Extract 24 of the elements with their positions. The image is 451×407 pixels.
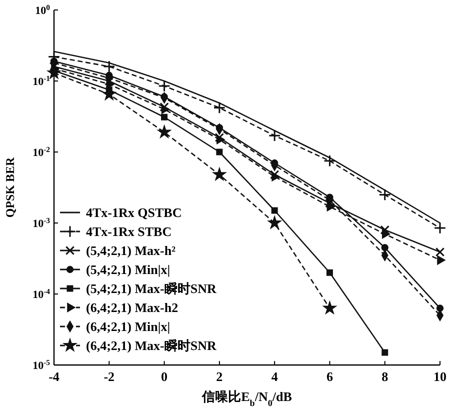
- legend-label: (6,4;2,1) Min|x|: [86, 319, 170, 334]
- y-tick-label: 10$^{-2}$: [32, 144, 50, 159]
- y-tick-label: 10$^{-5}$: [32, 358, 50, 372]
- y-tick-label: 10$^{-1}$: [32, 74, 50, 88]
- legend-label: 4Tx-1Rx QSTBC: [86, 205, 182, 220]
- y-axis-title: QPSK BER: [3, 157, 17, 218]
- y-tick-label: 10$^{-4}$: [32, 286, 50, 301]
- x-tick-label: -4: [48, 369, 60, 384]
- x-tick-label: 10: [434, 369, 446, 384]
- x-tick-label: 2: [216, 369, 223, 384]
- legend-label: (5,4;2,1) Min|x|: [86, 262, 170, 277]
- legend-label: (5,4;2,1) Max-h²: [86, 243, 176, 258]
- x-axis-title: 信噪比E$_{b}$/N$_{0}$/dB: [201, 389, 292, 407]
- x-tick-label: 0: [161, 369, 168, 384]
- legend-label: (6,4;2,1) Max-瞬时SNR: [86, 338, 217, 353]
- legend-label: 4Tx-1Rx STBC: [86, 224, 172, 239]
- y-tick-label: 10$^{-3}$: [32, 216, 50, 230]
- x-tick-label: 4: [271, 369, 278, 384]
- y-tick-label: 10$^{0}$: [35, 2, 50, 17]
- x-tick-label: -2: [104, 369, 115, 384]
- legend-label: (6,4;2,1) Max-h2: [86, 300, 178, 315]
- x-tick-label: 8: [382, 369, 389, 384]
- legend-label: (5,4;2,1) Max-瞬时SNR: [86, 281, 217, 296]
- x-tick-label: 6: [326, 369, 334, 384]
